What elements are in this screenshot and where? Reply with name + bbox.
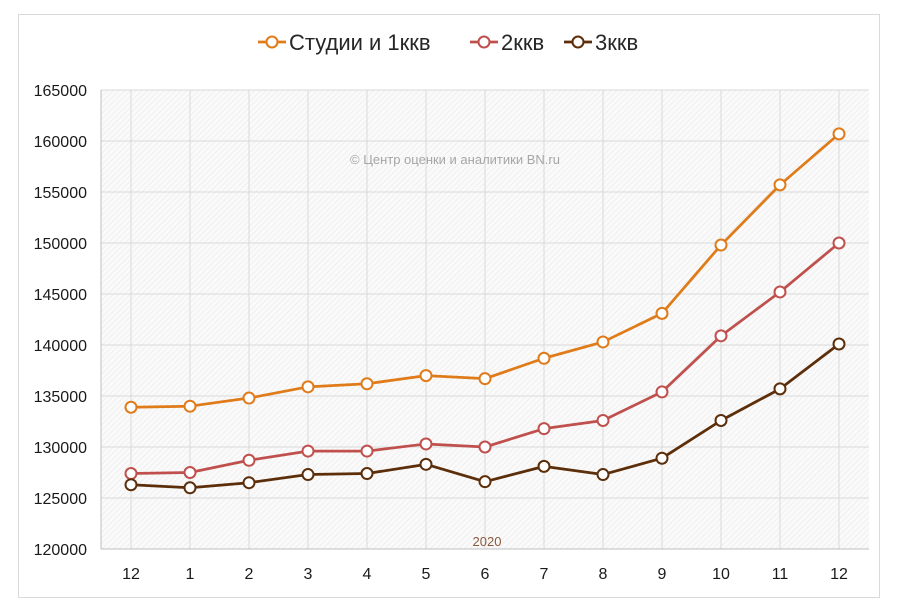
y-tick-label: 140000 (34, 338, 87, 355)
data-point (537, 459, 551, 473)
data-point (301, 380, 315, 394)
legend-marker (571, 35, 585, 49)
data-point (360, 377, 374, 391)
data-point (773, 285, 787, 299)
data-point (655, 306, 669, 320)
series (124, 127, 846, 495)
data-point (242, 476, 256, 490)
series-2 (124, 236, 846, 481)
data-point (183, 399, 197, 413)
series-1 (124, 127, 846, 414)
data-point (183, 481, 197, 495)
data-point (832, 236, 846, 250)
y-axis-ticks: 120000 125000 130000 135000 140000 145000 1500… (34, 83, 87, 559)
data-point (360, 467, 374, 481)
data-point (832, 127, 846, 141)
data-point (537, 422, 551, 436)
x-axis-ticks: 12 1 2 3 4 5 6 7 8 9 10 11 12 (122, 566, 848, 583)
y-tick-label: 135000 (34, 389, 87, 406)
legend-item-2: 2ккв (470, 30, 544, 55)
x-tick-label: 4 (363, 566, 372, 583)
data-point (419, 437, 433, 451)
data-point (124, 478, 138, 492)
x-tick-label: 12 (122, 566, 140, 583)
legend-label: Студии и 1ккв (289, 30, 431, 55)
x-tick-label: 2 (245, 566, 254, 583)
data-point (242, 453, 256, 467)
legend-label: 3ккв (595, 30, 638, 55)
data-point (419, 457, 433, 471)
data-point (714, 413, 728, 427)
x-tick-label: 11 (772, 566, 789, 583)
data-point (714, 238, 728, 252)
x-tick-label: 9 (658, 566, 667, 583)
series-3 (124, 337, 846, 495)
data-point (832, 337, 846, 351)
y-tick-label: 145000 (34, 287, 87, 304)
data-point (124, 400, 138, 414)
x-tick-label: 8 (599, 566, 608, 583)
data-point (596, 335, 610, 349)
data-point (596, 413, 610, 427)
x-tick-label: 5 (422, 566, 431, 583)
data-point (301, 444, 315, 458)
legend-item-1: Студии и 1ккв (258, 30, 431, 55)
x-tick-label: 1 (186, 566, 195, 583)
x-axis-title: 2020 (473, 534, 502, 549)
y-tick-label: 165000 (34, 83, 87, 100)
data-point (360, 444, 374, 458)
data-point (596, 468, 610, 482)
data-point (773, 382, 787, 396)
x-tick-label: 12 (830, 566, 848, 583)
legend-marker (265, 35, 279, 49)
data-point (655, 451, 669, 465)
data-point (478, 440, 492, 454)
x-tick-label: 6 (481, 566, 490, 583)
watermark: © Центр оценки и аналитики BN.ru (350, 152, 560, 167)
data-point (183, 466, 197, 479)
legend: Студии и 1ккв 2ккв 3ккв (258, 30, 638, 55)
y-tick-label: 155000 (34, 185, 87, 202)
data-point (419, 369, 433, 383)
data-point (478, 372, 492, 386)
data-point (478, 475, 492, 489)
data-point (655, 385, 669, 399)
x-tick-label: 3 (304, 566, 313, 583)
y-tick-label: 150000 (34, 236, 87, 253)
data-point (242, 391, 256, 405)
data-point (714, 329, 728, 343)
legend-item-3: 3ккв (564, 30, 638, 55)
x-tick-label: 7 (540, 566, 549, 583)
data-point (537, 351, 551, 365)
data-point (124, 467, 138, 481)
legend-marker (477, 35, 491, 49)
y-tick-label: 160000 (34, 134, 87, 151)
y-tick-label: 125000 (34, 491, 87, 508)
y-tick-label: 120000 (34, 542, 87, 559)
y-tick-label: 130000 (34, 440, 87, 457)
gridlines (101, 89, 869, 550)
data-point (773, 178, 787, 192)
legend-label: 2ккв (501, 30, 544, 55)
data-point (301, 468, 315, 482)
x-tick-label: 10 (712, 566, 730, 583)
axes (100, 90, 869, 550)
